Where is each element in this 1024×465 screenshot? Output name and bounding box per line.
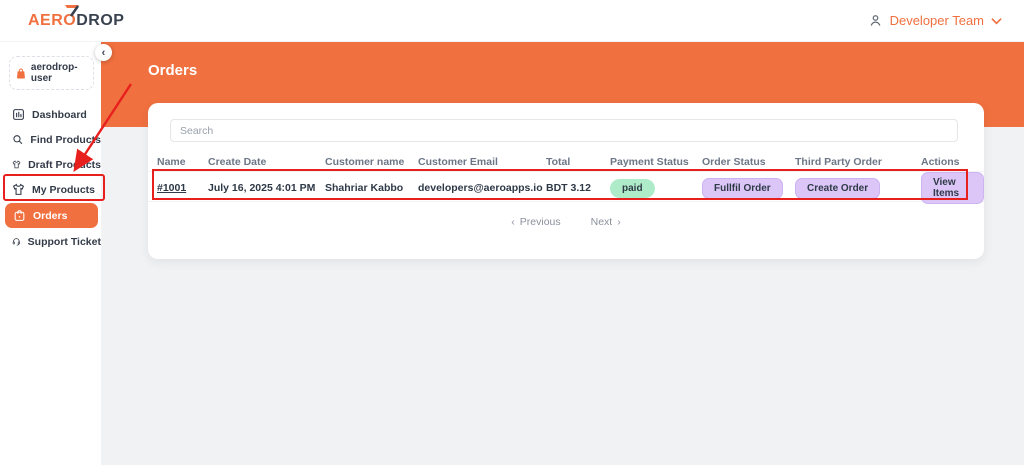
fulfill-order-button[interactable]: Fullfil Order [702, 177, 783, 199]
sidebar: aerodrop-user Dashboard Find Products Dr… [0, 42, 101, 465]
order-total: BDT 3.12 [546, 182, 591, 194]
search-icon [13, 135, 23, 145]
tshirt-icon [12, 160, 21, 169]
orders-card: Name Create Date Customer name Customer … [148, 103, 984, 259]
order-id-link[interactable]: #1001 [157, 182, 187, 194]
order-customer-email: developers@aeroapps.io [418, 182, 543, 194]
sidebar-item-orders[interactable]: Orders [5, 203, 98, 228]
previous-label: Previous [519, 216, 561, 228]
sidebar-item-label: Draft Products [28, 158, 101, 171]
sidebar-item-label: My Products [32, 183, 96, 196]
sidebar-item-find-products[interactable]: Find Products [0, 128, 101, 151]
collapse-chevron-glyph: ‹ [101, 46, 106, 59]
payment-status-badge: paid [610, 178, 655, 198]
page-title: Orders [148, 62, 198, 79]
table-row: #1001 July 16, 2025 4:01 PM Shahriar Kab… [148, 172, 984, 204]
order-bag-icon [14, 210, 25, 221]
order-customer-name: Shahriar Kabbo [325, 182, 404, 194]
view-items-button[interactable]: View Items [921, 172, 984, 204]
order-create-date: July 16, 2025 4:01 PM [208, 182, 316, 194]
main-area: ‹ Orders Name Create Date Customer name … [95, 42, 1024, 465]
bag-icon [17, 68, 25, 78]
pagination: ‹ Previous Next › [148, 216, 984, 228]
column-header-order-status: Order Status [702, 156, 766, 168]
sidebar-collapse-button[interactable]: ‹ [95, 44, 112, 61]
headset-icon [12, 238, 20, 246]
chevron-right-icon: › [617, 216, 621, 228]
sidebar-item-support-ticket[interactable]: Support Ticket [0, 230, 101, 253]
column-header-payment-status: Payment Status [610, 156, 689, 168]
column-header-create-date: Create Date [208, 156, 267, 168]
sidebar-item-label: Support Ticket [27, 235, 101, 248]
previous-page-button[interactable]: ‹ Previous [511, 216, 560, 228]
sidebar-item-label: Orders [33, 209, 68, 222]
sidebar-item-dashboard[interactable]: Dashboard [0, 103, 101, 126]
sidebar-item-draft-products[interactable]: Draft Products [0, 153, 101, 176]
next-page-button[interactable]: Next › [591, 216, 621, 228]
next-label: Next [590, 216, 613, 228]
tshirt-icon [12, 183, 25, 195]
column-header-name: Name [157, 156, 186, 168]
person-icon [870, 15, 881, 26]
orders-table-header: Name Create Date Customer name Customer … [148, 153, 984, 172]
logo-arrow-icon [65, 4, 80, 17]
logo-text-secondary: DROP [76, 11, 125, 29]
column-header-third-party-order: Third Party Order [795, 156, 882, 168]
sidebar-item-label: Dashboard [32, 108, 87, 121]
column-header-customer-name: Customer name [325, 156, 405, 168]
logo-text-primary: AERO [28, 11, 77, 29]
dashboard-icon [13, 109, 24, 120]
create-order-button[interactable]: Create Order [795, 177, 881, 199]
sidebar-user-selector[interactable]: aerodrop-user [9, 56, 94, 90]
search-input[interactable] [170, 119, 958, 142]
column-header-actions: Actions [921, 156, 960, 168]
column-header-total: Total [546, 156, 571, 168]
sidebar-item-my-products[interactable]: My Products [0, 178, 101, 201]
user-menu-label: Developer Team [889, 13, 984, 28]
sidebar-item-label: Find Products [30, 133, 101, 146]
chevron-down-icon [991, 17, 1002, 24]
user-menu[interactable]: Developer Team [868, 13, 1002, 28]
chevron-left-icon: ‹ [511, 216, 515, 228]
sidebar-user-label: aerodrop-user [30, 62, 78, 84]
aerodrop-logo: AERODROP [28, 4, 125, 29]
column-header-customer-email: Customer Email [418, 156, 498, 168]
content-area: aerodrop-user Dashboard Find Products Dr… [0, 42, 1024, 465]
topbar: AERODROP Developer Team [0, 0, 1024, 42]
